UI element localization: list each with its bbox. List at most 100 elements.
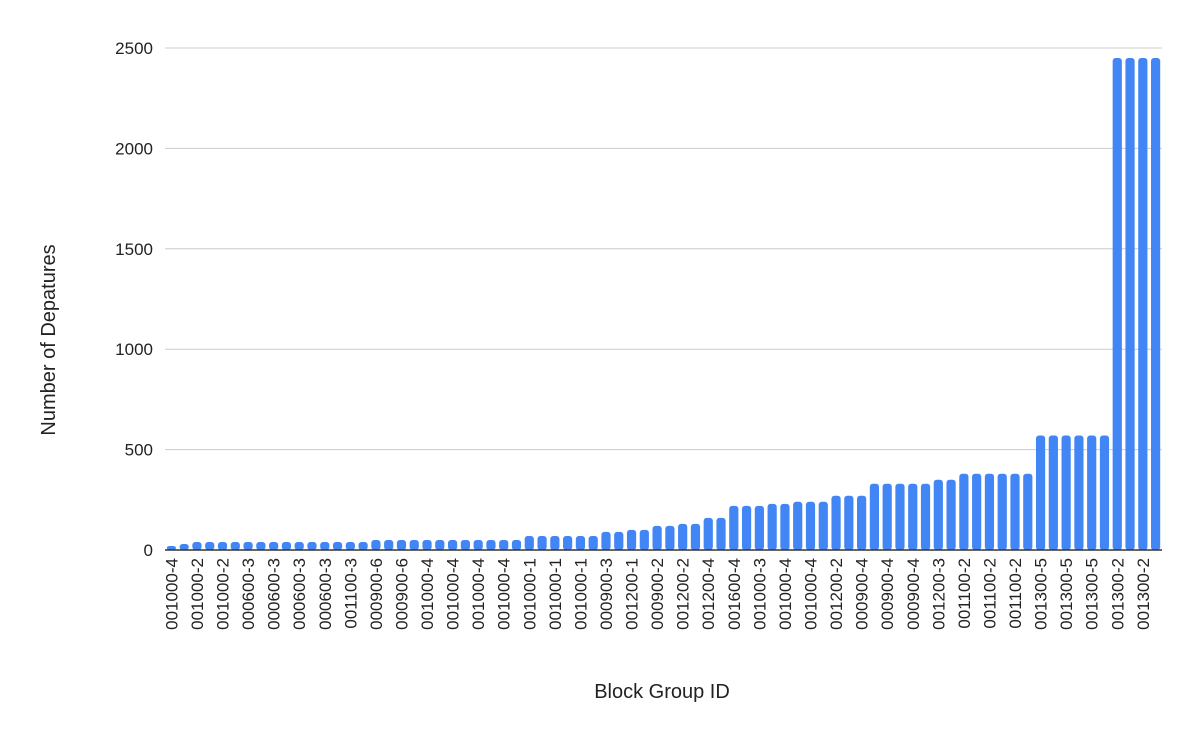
bar — [524, 535, 534, 550]
bar — [217, 541, 228, 550]
bar — [1074, 435, 1084, 550]
bar — [166, 545, 176, 550]
x-tick-label: 000900-4 — [904, 558, 923, 630]
bar — [320, 541, 330, 550]
x-tick-label: 001000-3 — [750, 558, 769, 630]
x-tick-label: 001000-4 — [776, 558, 795, 630]
bar — [550, 535, 560, 550]
x-tick-label: 000900-4 — [878, 558, 897, 630]
x-tick-label: 001300-5 — [1032, 558, 1051, 630]
bar — [729, 505, 739, 550]
bar — [396, 539, 407, 550]
bar — [575, 535, 586, 550]
x-tick-label: 001200-2 — [827, 558, 846, 630]
bar — [1061, 435, 1071, 550]
bar — [703, 517, 713, 550]
bar — [690, 523, 701, 550]
x-tick-label: 000900-6 — [367, 558, 386, 630]
bar — [422, 539, 432, 550]
bar — [1035, 435, 1046, 550]
bar — [831, 495, 841, 550]
bar — [243, 541, 253, 550]
bar — [1099, 435, 1110, 550]
bar — [205, 541, 215, 550]
x-tick-label: 001300-5 — [1057, 558, 1076, 630]
bar — [1010, 473, 1020, 550]
x-tick-label: 001200-4 — [699, 558, 718, 630]
x-tick-label: 001000-4 — [444, 558, 463, 630]
bar — [371, 539, 381, 550]
bar — [767, 503, 777, 550]
bar — [384, 539, 394, 550]
bar — [844, 495, 854, 550]
bar — [933, 479, 943, 550]
bar — [780, 503, 790, 550]
bars — [166, 58, 1161, 550]
x-tick-label: 001000-4 — [495, 558, 514, 630]
bar — [920, 483, 931, 550]
bar — [332, 541, 343, 550]
x-tick-label: 001000-1 — [520, 558, 539, 630]
bar — [281, 541, 292, 550]
bar — [818, 501, 828, 550]
bar — [307, 541, 317, 550]
bar — [678, 523, 688, 550]
bar — [473, 539, 483, 550]
bar — [230, 541, 240, 550]
x-tick-label: 001000-2 — [214, 558, 233, 630]
bar — [614, 531, 624, 550]
bar — [563, 535, 573, 550]
x-tick-label: 001300-2 — [1134, 558, 1153, 630]
bar — [601, 531, 611, 550]
y-tick-label: 2500 — [115, 39, 153, 58]
x-tick-labels: 001000-4 001000-2 001000-2 000600-3 000600-3… — [162, 558, 1152, 630]
bar — [460, 539, 470, 550]
bar — [269, 541, 279, 550]
y-tick-label: 1000 — [115, 340, 153, 359]
bar — [1112, 58, 1122, 550]
bar — [179, 543, 189, 550]
bar — [345, 541, 355, 550]
bar — [1138, 58, 1148, 550]
x-tick-label: 001600-4 — [725, 558, 744, 630]
y-tick-label: 500 — [125, 441, 153, 460]
x-tick-label: 001000-1 — [546, 558, 565, 630]
bar — [499, 539, 509, 550]
x-tick-label: 001100-3 — [341, 558, 360, 629]
bar — [447, 539, 458, 550]
x-tick-label: 001200-2 — [674, 558, 693, 630]
bar — [537, 535, 547, 550]
bar — [1151, 58, 1161, 550]
bar — [652, 525, 662, 550]
x-tick-label: 000600-3 — [316, 558, 335, 630]
y-axis-title: Number of Depatures — [38, 244, 60, 435]
x-tick-label: 001100-2 — [980, 558, 999, 629]
x-tick-label: 000600-3 — [265, 558, 284, 630]
bar — [869, 483, 879, 550]
bar — [946, 479, 956, 550]
x-tick-label: 001300-5 — [1083, 558, 1102, 630]
x-tick-label: 001300-2 — [1108, 558, 1127, 630]
bar — [358, 541, 368, 550]
x-tick-label: 001000-4 — [801, 558, 820, 630]
bar — [793, 501, 803, 550]
y-tick-labels: 0 500 1000 1500 2000 2500 — [115, 39, 153, 560]
x-tick-label: 001100-2 — [1006, 558, 1025, 629]
bar — [882, 483, 892, 550]
x-tick-label: 001200-3 — [929, 558, 948, 630]
x-tick-label: 000600-3 — [239, 558, 258, 630]
bar — [754, 505, 764, 550]
x-tick-label: 000900-6 — [392, 558, 411, 630]
x-tick-label: 001000-1 — [571, 558, 590, 630]
x-tick-label: 001200-1 — [623, 558, 642, 630]
bar — [626, 529, 637, 550]
x-axis-title: Block Group ID — [594, 681, 730, 703]
x-tick-label: 001000-2 — [188, 558, 207, 630]
x-tick-label: 000600-3 — [290, 558, 309, 630]
bar — [639, 529, 649, 550]
bar — [972, 473, 982, 550]
bar — [1048, 435, 1058, 550]
gridlines — [165, 47, 1162, 451]
